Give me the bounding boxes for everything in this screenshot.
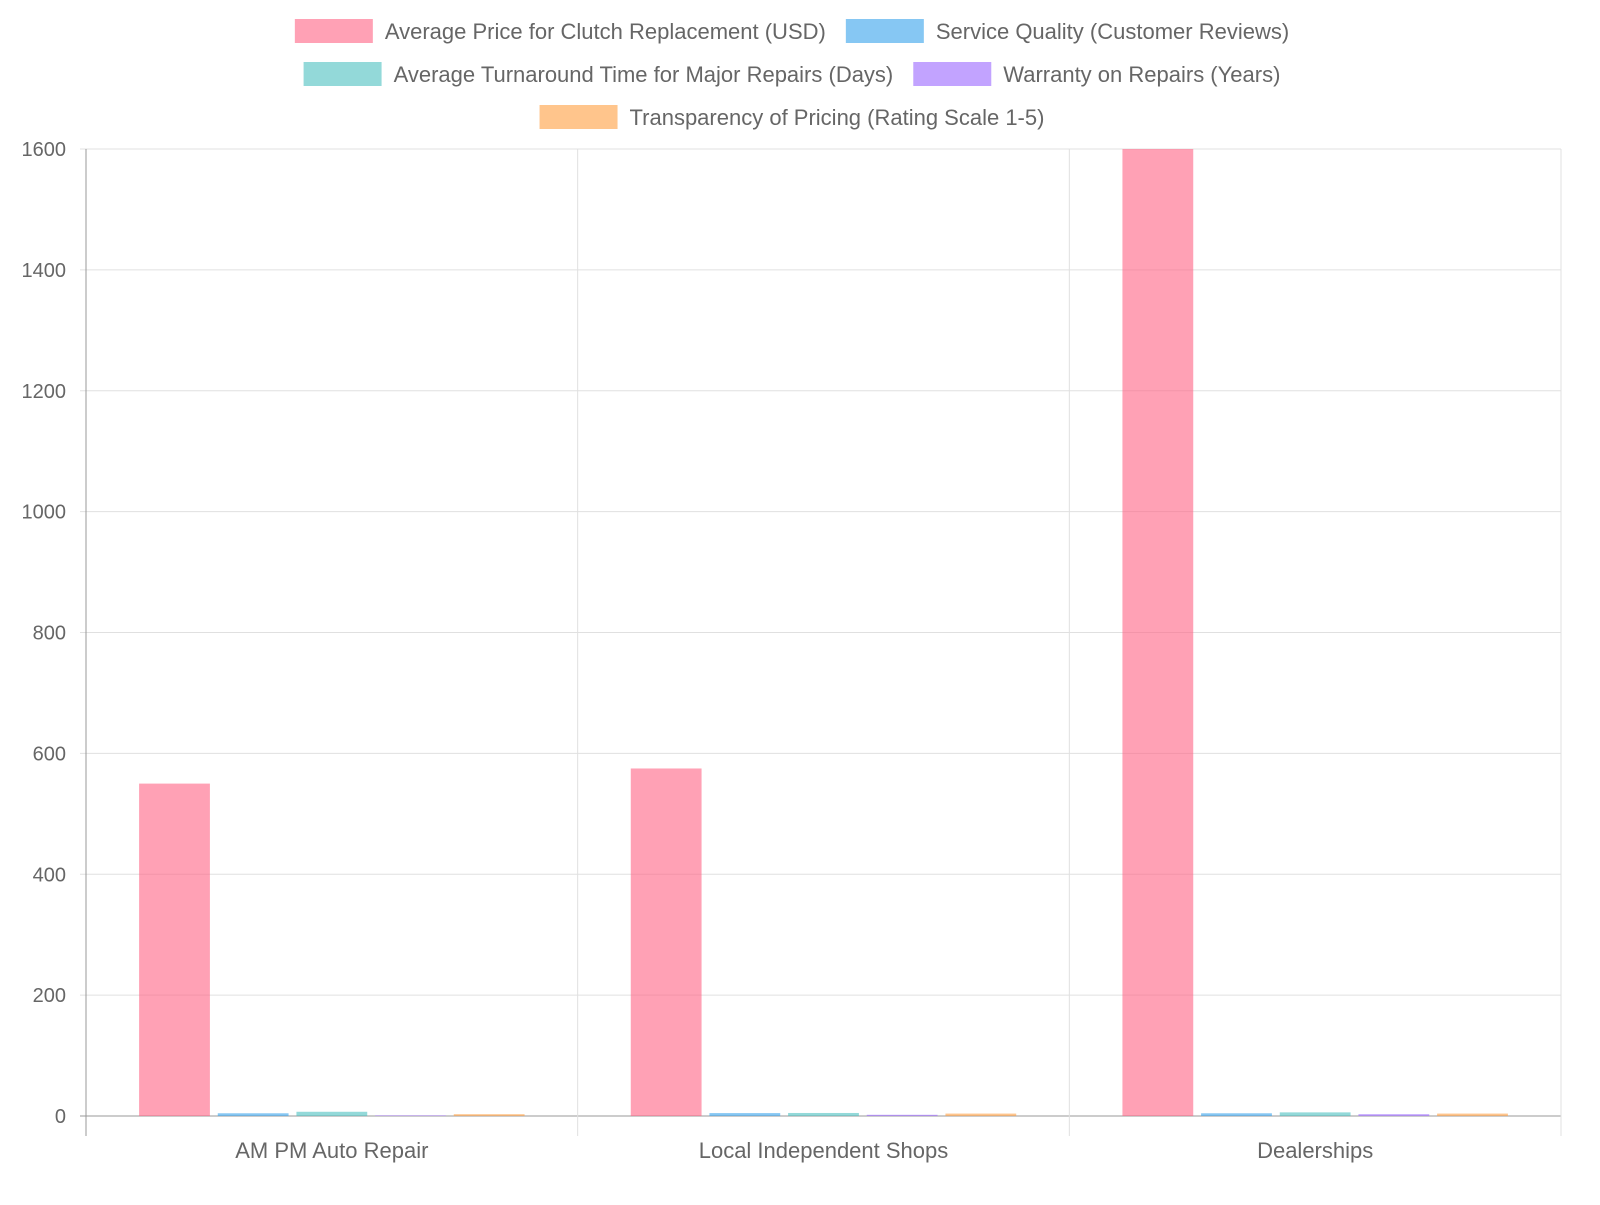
legend-label: Average Price for Clutch Replacement (US…: [385, 19, 826, 44]
legend-swatch: [845, 19, 924, 43]
legend-swatch: [294, 19, 373, 43]
y-tick-label: 1000: [22, 502, 67, 524]
y-tick-label: 1600: [22, 139, 67, 161]
x-tick-label: Dealerships: [1257, 1138, 1373, 1163]
bar: [1437, 1113, 1508, 1116]
legend-swatch: [303, 62, 382, 86]
legend-label: Average Turnaround Time for Major Repair…: [394, 62, 894, 87]
y-tick-label: 1400: [22, 260, 67, 282]
y-tick-label: 200: [33, 985, 66, 1007]
legend-label: Warranty on Repairs (Years): [1003, 62, 1280, 87]
bar: [630, 768, 702, 1116]
bar: [375, 1115, 446, 1116]
legend-label: Transparency of Pricing (Rating Scale 1-…: [630, 105, 1045, 130]
bar: [945, 1113, 1017, 1116]
legend-swatch: [913, 62, 992, 86]
bar: [1122, 149, 1194, 1116]
legend-label: Service Quality (Customer Reviews): [936, 19, 1289, 44]
bar: [1358, 1114, 1430, 1116]
bar: [296, 1111, 368, 1116]
y-tick-label: 1200: [22, 381, 67, 403]
bar: [788, 1112, 859, 1116]
bar: [453, 1114, 525, 1116]
x-tick-label: AM PM Auto Repair: [235, 1138, 428, 1163]
y-tick-label: 400: [33, 864, 66, 886]
bar: [139, 783, 210, 1116]
legend-swatch: [539, 105, 618, 129]
bar: [709, 1113, 781, 1116]
y-tick-label: 600: [33, 743, 66, 765]
bar: [217, 1113, 289, 1116]
bar: [866, 1114, 938, 1116]
y-tick-label: 800: [33, 623, 66, 645]
bar: [1201, 1113, 1272, 1116]
bar: [1279, 1112, 1351, 1116]
y-tick-label: 0: [55, 1106, 66, 1128]
x-tick-label: Local Independent Shops: [699, 1138, 949, 1163]
